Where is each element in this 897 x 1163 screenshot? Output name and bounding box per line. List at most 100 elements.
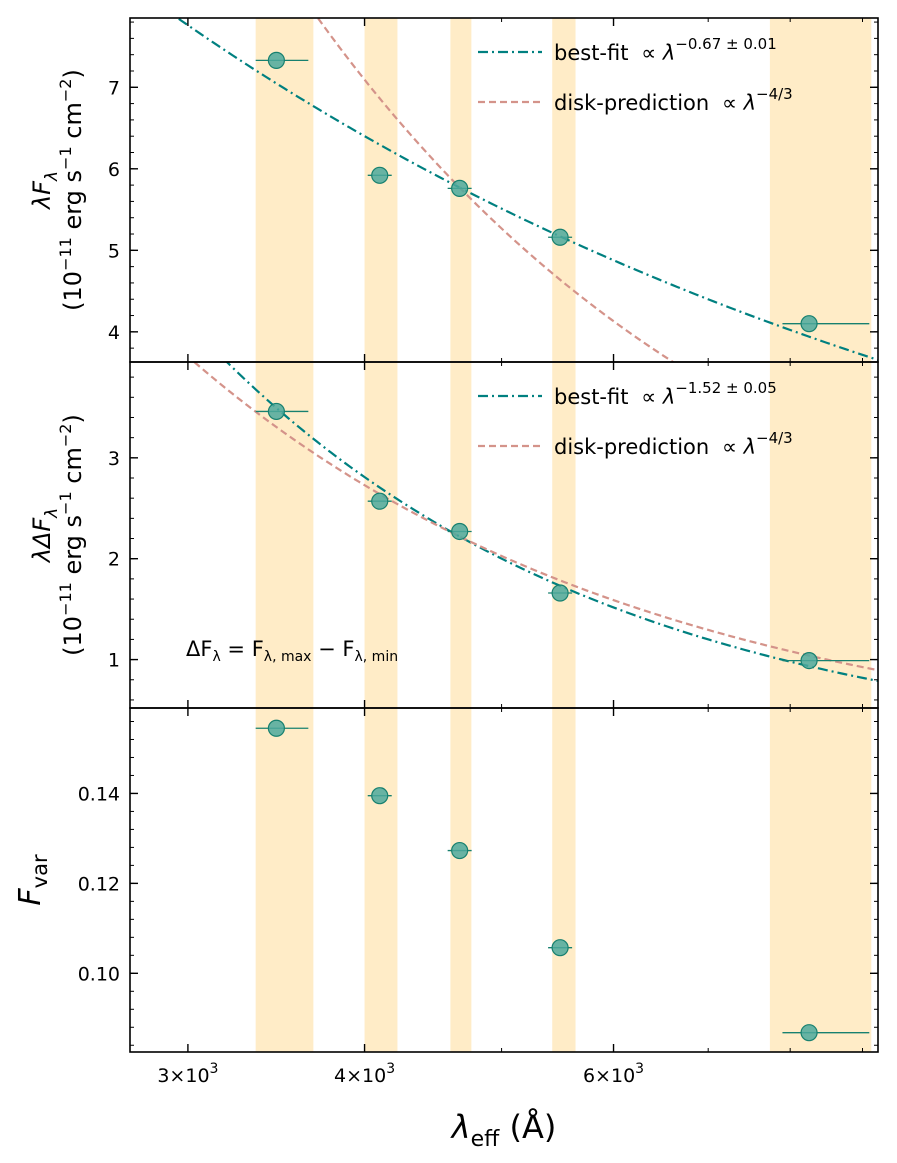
units-exp: −11 xyxy=(56,582,75,616)
y-axis-units-middle: (10−11 erg s−1 cm−2) xyxy=(56,414,87,656)
anno-part: ΔF xyxy=(186,637,212,661)
x-tick-label: 3×103 xyxy=(157,1061,218,1087)
y-tick-label: 0.12 xyxy=(78,873,120,895)
data-point-top-2 xyxy=(371,166,389,184)
y-tick-label: 2 xyxy=(108,549,120,571)
space xyxy=(709,91,716,115)
space xyxy=(628,41,635,65)
axes-frame-bottom xyxy=(129,707,879,1053)
y-label-symbol: λΔF xyxy=(28,517,56,565)
legend-exponent: −4/3 xyxy=(756,429,793,447)
anno-part: − F xyxy=(311,637,354,661)
legend-label: best-fit xyxy=(554,385,628,409)
anno-sub: λ xyxy=(212,649,220,665)
data-point-middle-2 xyxy=(371,492,389,510)
filter-band-5 xyxy=(769,18,872,1052)
units-part: ) xyxy=(59,69,87,78)
units-part: erg s xyxy=(59,515,87,582)
data-point-top-5 xyxy=(800,315,818,333)
data-point-top-4 xyxy=(551,228,569,246)
legend-expr: ∝ λ xyxy=(641,41,675,65)
best-fit-curve-middle xyxy=(225,362,878,683)
legend-entry-best-fit: best-fit ∝ λ−1.52 ± 0.05 xyxy=(554,379,777,409)
legend-entry-disk: disk-prediction ∝ λ−4/3 xyxy=(554,85,793,115)
x-label-sub: eff xyxy=(471,1127,501,1152)
legend-expr: ∝ λ xyxy=(722,435,756,459)
y-axis-units-top: (10−11 erg s−1 cm−2) xyxy=(56,69,87,311)
x-tick-mantissa: 4×10 xyxy=(334,1065,386,1087)
units-exp: −11 xyxy=(56,237,75,271)
legend-entry-disk: disk-prediction ∝ λ−4/3 xyxy=(554,429,793,459)
x-tick-label: 6×103 xyxy=(583,1061,644,1087)
y-tick-label: 1 xyxy=(108,650,120,672)
legend-expr: ∝ λ xyxy=(641,385,675,409)
disk-prediction-curve-top xyxy=(316,18,676,362)
units-part: ) xyxy=(59,414,87,423)
data-point-top-1 xyxy=(267,51,285,69)
units-exp: −2 xyxy=(56,79,75,103)
x-tick-mantissa: 3×10 xyxy=(157,1065,209,1087)
disk-prediction-curve-middle xyxy=(192,362,878,672)
data-point-bottom-4 xyxy=(551,939,569,957)
units-part: cm xyxy=(59,102,87,146)
space xyxy=(709,435,716,459)
data-point-middle-4 xyxy=(551,584,569,602)
space xyxy=(628,385,635,409)
filter-bands xyxy=(255,18,872,1052)
anno-sub: λ, max xyxy=(264,649,312,665)
data-point-top-3 xyxy=(451,179,469,197)
anno-sub: λ, min xyxy=(355,649,399,665)
legend-exponent: −0.67 ± 0.01 xyxy=(675,35,776,53)
y-label-sub: var xyxy=(28,854,52,888)
x-axis-label: λeff (Å) xyxy=(450,1108,557,1152)
x-tick-exponent: 3 xyxy=(210,1061,219,1077)
data-point-middle-1 xyxy=(267,402,285,421)
units-part: erg s xyxy=(59,170,87,237)
y-tick-label: 5 xyxy=(108,240,120,262)
y-axis-label-middle: λΔFλ xyxy=(28,508,62,565)
x-label-unit: (Å) xyxy=(499,1108,556,1146)
data-point-bottom-3 xyxy=(451,841,469,860)
legend-label: best-fit xyxy=(554,41,628,65)
legend-exponent: −1.52 ± 0.05 xyxy=(675,379,776,397)
units-part: cm xyxy=(59,447,87,491)
x-tick-mantissa: 6×10 xyxy=(583,1065,635,1087)
y-label-symbol: F xyxy=(13,888,48,906)
y-label-sub: λ xyxy=(42,508,62,519)
y-tick-label: 3 xyxy=(108,448,120,470)
model-curves xyxy=(175,18,878,683)
x-tick-label: 4×103 xyxy=(334,1061,395,1087)
units-part: (10 xyxy=(59,271,87,311)
y-axis-label-top: λFλ xyxy=(28,171,62,211)
anno-part: = F xyxy=(221,637,264,661)
legend-exponent: −4/3 xyxy=(756,85,793,103)
y-tick-label: 0.10 xyxy=(78,963,120,985)
x-tick-exponent: 3 xyxy=(386,1061,395,1077)
units-exp: −2 xyxy=(56,424,75,448)
best-fit-curve-top xyxy=(175,18,878,361)
filter-band-4 xyxy=(552,18,576,1052)
y-label-sub: λ xyxy=(42,171,62,182)
data-point-bottom-2 xyxy=(371,787,389,805)
units-exp: −1 xyxy=(56,146,75,170)
delta-f-annotation: ΔFλ = Fλ, max − Fλ, min xyxy=(186,637,398,665)
y-tick-label: 6 xyxy=(108,159,120,181)
axes xyxy=(129,17,879,1053)
units-exp: −1 xyxy=(56,491,75,515)
y-label-symbol: λF xyxy=(28,180,56,211)
axes-frame-top xyxy=(129,17,879,363)
legend-label: disk-prediction xyxy=(554,91,709,115)
legend-expr: ∝ λ xyxy=(722,91,756,115)
x-tick-exponent: 3 xyxy=(635,1061,644,1077)
y-tick-label: 0.14 xyxy=(78,783,120,805)
filter-band-1 xyxy=(255,18,314,1052)
x-label-symbol: λ xyxy=(450,1108,471,1146)
data-points xyxy=(255,51,870,1042)
data-point-middle-5 xyxy=(800,651,818,670)
y-tick-label: 4 xyxy=(108,322,120,344)
filter-band-2 xyxy=(364,18,398,1052)
y-axis-label-bottom: Fvar xyxy=(13,854,52,906)
legend-entry-best-fit: best-fit ∝ λ−0.67 ± 0.01 xyxy=(554,35,777,65)
